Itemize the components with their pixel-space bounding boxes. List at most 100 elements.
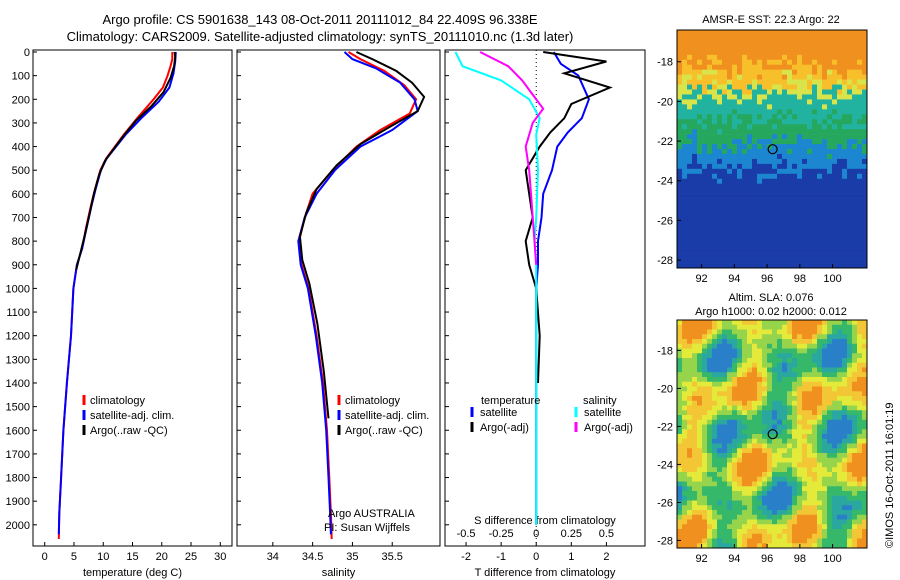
sst-map-cell bbox=[767, 109, 773, 115]
sla-map-cell bbox=[812, 353, 818, 359]
sla-map-cell bbox=[682, 410, 688, 416]
sst-map-cell bbox=[832, 89, 838, 95]
sst-map-cell bbox=[862, 54, 868, 61]
sst-map-cell bbox=[722, 94, 728, 100]
sst-map-cell bbox=[817, 198, 823, 204]
sst-map-cell bbox=[747, 149, 753, 155]
sst-map-cell bbox=[862, 178, 868, 185]
sst-map-cell bbox=[687, 183, 693, 189]
sla-map-cell bbox=[852, 529, 858, 535]
sst-map-cell bbox=[797, 84, 803, 90]
sst-map-cell bbox=[702, 183, 708, 189]
sst-map-cell bbox=[797, 173, 803, 180]
sla-map-cell bbox=[782, 339, 788, 345]
sst-map-cell bbox=[692, 54, 698, 61]
sla-map-cell bbox=[787, 529, 793, 535]
sla-map-cell bbox=[697, 377, 703, 383]
sst-map-cell bbox=[762, 74, 768, 80]
sst-map-cell bbox=[837, 163, 843, 170]
sla-map-cell bbox=[847, 448, 853, 454]
sla-map-cell bbox=[787, 358, 793, 364]
sla-map-cell bbox=[717, 405, 723, 411]
sla-map-cell bbox=[857, 472, 863, 478]
sst-map-cell bbox=[807, 188, 813, 194]
sla-map-cell bbox=[767, 419, 773, 425]
sla-map-cell bbox=[767, 381, 773, 387]
sst-map-cell bbox=[732, 34, 738, 41]
sla-map-cell bbox=[742, 500, 748, 506]
sla-map-cell bbox=[792, 434, 798, 440]
sst-map-cell bbox=[857, 134, 863, 140]
sst-map-cell bbox=[817, 114, 823, 120]
sla-map-cell bbox=[812, 510, 818, 516]
sla-map-cell bbox=[762, 538, 768, 544]
sst-map-cell bbox=[717, 64, 723, 70]
sla-map-cell bbox=[682, 505, 688, 511]
sla-map-cell bbox=[787, 538, 793, 544]
sst-map-cell bbox=[862, 44, 868, 51]
sst-map-cell bbox=[857, 124, 863, 130]
sst-map-cell bbox=[822, 198, 828, 204]
sla-map-cell bbox=[732, 396, 738, 402]
sst-map-cell bbox=[712, 168, 718, 175]
sst-map-cell bbox=[787, 69, 793, 75]
sla-map-cell bbox=[677, 500, 683, 506]
sst-map-cell bbox=[677, 183, 683, 189]
sla-map-cell bbox=[742, 510, 748, 516]
sst-map-cell bbox=[817, 203, 823, 209]
sla-map-cell bbox=[712, 367, 718, 373]
sst-map-cell bbox=[782, 139, 788, 145]
sst-map-cell bbox=[827, 193, 833, 199]
sla-map-cell bbox=[772, 339, 778, 345]
sla-map-cell bbox=[707, 467, 713, 473]
sst-map-cell bbox=[717, 149, 723, 155]
sla-map-cell bbox=[757, 448, 763, 454]
sst-map-cell bbox=[852, 119, 858, 125]
difference-xtick-label: 1 bbox=[568, 551, 574, 563]
sla-map-cell bbox=[697, 538, 703, 544]
sla-map-cell bbox=[717, 334, 723, 340]
sla-map-cell bbox=[772, 324, 778, 330]
sla-map-cell bbox=[717, 443, 723, 449]
sla-map-cell bbox=[692, 329, 698, 335]
sla-map-cell bbox=[727, 467, 733, 473]
sla-map-cell bbox=[772, 348, 778, 354]
sst-map-cell bbox=[797, 74, 803, 80]
sst-map-cell bbox=[752, 134, 758, 140]
sla-map-cell bbox=[742, 320, 748, 326]
sla-map-cell bbox=[762, 339, 768, 345]
sla-map-cell bbox=[677, 381, 683, 387]
sla-map-cell bbox=[857, 434, 863, 440]
sst-map-cell bbox=[757, 208, 763, 214]
sla-map-cell bbox=[787, 543, 793, 549]
sst-map-cell bbox=[827, 168, 833, 175]
sst-map-cell bbox=[692, 124, 698, 130]
difference-xtick2-label: 0.25 bbox=[561, 528, 582, 540]
sst-map-cell bbox=[827, 163, 833, 170]
sst-map-cell bbox=[792, 188, 798, 194]
sla-map-cell bbox=[747, 410, 753, 416]
sla-map-cell bbox=[682, 486, 688, 492]
sst-map-cell bbox=[797, 59, 803, 66]
sst-map-cell bbox=[757, 89, 763, 95]
sla-map-cell bbox=[832, 486, 838, 492]
sst-map-cell bbox=[797, 163, 803, 170]
temperature-xtick-label: 15 bbox=[126, 551, 138, 563]
sst-map-cell bbox=[832, 144, 838, 150]
sla-map-cell bbox=[677, 343, 683, 349]
sst-map-cell bbox=[742, 193, 748, 199]
sla-map-cell bbox=[742, 419, 748, 425]
sla-map-cell bbox=[767, 324, 773, 330]
sla-map-cell bbox=[732, 500, 738, 506]
sla-map-cell bbox=[777, 500, 783, 506]
sst-map-cell bbox=[822, 149, 828, 155]
sla-map-cell bbox=[852, 495, 858, 501]
sla-map-cell bbox=[847, 524, 853, 530]
sst-map-cell bbox=[777, 94, 783, 100]
sla-map-cell bbox=[822, 481, 828, 487]
sst-map-cell bbox=[817, 183, 823, 189]
sla-map-cell bbox=[807, 481, 813, 487]
sla-map-cell bbox=[692, 343, 698, 349]
sst-map-cell bbox=[677, 153, 683, 160]
sla-map-cell bbox=[847, 334, 853, 340]
